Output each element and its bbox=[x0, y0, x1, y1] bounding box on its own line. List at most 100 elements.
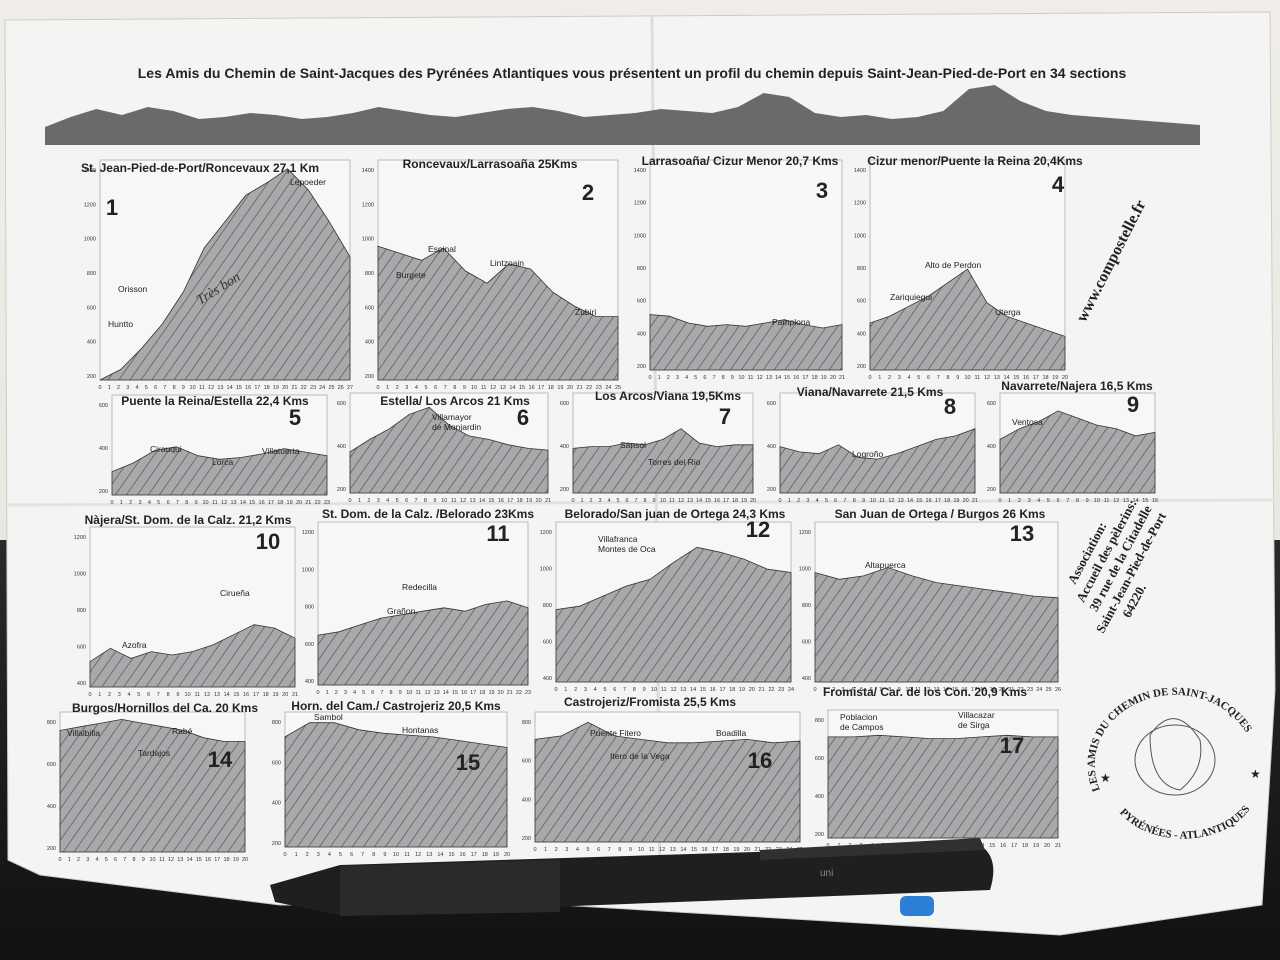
x-tick-label: 8 bbox=[185, 500, 188, 506]
x-tick-label: 0 bbox=[110, 500, 113, 506]
x-tick-label: 7 bbox=[414, 498, 417, 504]
y-tick-label: 600 bbox=[857, 299, 866, 305]
x-tick-label: 20 bbox=[750, 498, 756, 504]
x-tick-label: 11 bbox=[199, 385, 205, 391]
x-tick-label: 3 bbox=[676, 375, 679, 381]
x-tick-label: 11 bbox=[451, 498, 457, 504]
x-tick-label: 7 bbox=[157, 692, 160, 698]
x-tick-label: 12 bbox=[757, 375, 763, 381]
x-tick-label: 12 bbox=[1113, 498, 1119, 504]
x-tick-label: 10 bbox=[638, 847, 644, 853]
x-tick-label: 14 bbox=[224, 692, 230, 698]
y-tick-label: 1000 bbox=[634, 233, 646, 239]
x-tick-label: 16 bbox=[1152, 498, 1158, 504]
y-tick-label: 600 bbox=[543, 640, 552, 646]
x-tick-label: 13 bbox=[766, 375, 772, 381]
x-tick-label: 11 bbox=[915, 687, 921, 693]
section-title: Cizur menor/Puente la Reina 20,4Kms bbox=[867, 154, 1083, 168]
x-tick-label: 9 bbox=[956, 375, 959, 381]
section-number: 10 bbox=[256, 529, 280, 554]
elevation-profile bbox=[999, 410, 1156, 494]
x-tick-label: 10 bbox=[870, 498, 876, 504]
x-tick-label: 3 bbox=[126, 385, 129, 391]
x-tick-label: 16 bbox=[793, 375, 799, 381]
x-tick-label: 5 bbox=[339, 852, 342, 858]
x-tick-label: 19 bbox=[953, 498, 959, 504]
x-tick-label: 13 bbox=[217, 385, 223, 391]
x-tick-label: 17 bbox=[214, 857, 220, 863]
section-number: 3 bbox=[816, 178, 828, 203]
x-tick-label: 2 bbox=[396, 385, 399, 391]
y-tick-label: 600 bbox=[47, 762, 56, 768]
place-label: Cirauqui bbox=[150, 444, 182, 454]
y-tick-label: 400 bbox=[305, 679, 314, 685]
x-tick-label: 3 bbox=[598, 498, 601, 504]
x-tick-label: 16 bbox=[702, 847, 708, 853]
x-tick-label: 15 bbox=[952, 687, 958, 693]
x-tick-label: 16 bbox=[1000, 843, 1006, 849]
y-tick-label: 1200 bbox=[74, 535, 86, 541]
x-tick-label: 9 bbox=[629, 847, 632, 853]
x-tick-label: 14 bbox=[1133, 498, 1139, 504]
section-number: 2 bbox=[582, 180, 594, 205]
x-tick-label: 16 bbox=[205, 857, 211, 863]
y-tick-label: 1000 bbox=[854, 233, 866, 239]
x-tick-label: 18 bbox=[277, 500, 283, 506]
y-tick-label: 400 bbox=[272, 801, 281, 807]
x-tick-label: 1 bbox=[823, 687, 826, 693]
x-tick-label: 16 bbox=[961, 687, 967, 693]
place-label: Villamayor de Monjardin bbox=[432, 412, 481, 432]
x-tick-label: 0 bbox=[283, 852, 286, 858]
x-tick-label: 9 bbox=[399, 690, 402, 696]
y-tick-label: 800 bbox=[365, 271, 374, 277]
x-tick-label: 20 bbox=[282, 385, 288, 391]
x-tick-label: 20 bbox=[744, 847, 750, 853]
y-tick-label: 1200 bbox=[634, 201, 646, 207]
x-tick-label: 18 bbox=[263, 692, 269, 698]
x-tick-label: 11 bbox=[669, 498, 675, 504]
x-tick-label: 18 bbox=[1042, 375, 1048, 381]
x-tick-label: 2 bbox=[589, 498, 592, 504]
x-tick-label: 12 bbox=[460, 498, 466, 504]
x-tick-label: 17 bbox=[268, 500, 274, 506]
place-label: Villatuerta bbox=[262, 446, 300, 456]
place-label: Grañon bbox=[387, 606, 416, 616]
x-tick-label: 10 bbox=[660, 498, 666, 504]
x-tick-label: 11 bbox=[1104, 498, 1110, 504]
section-panel-17: 8006004002000123456789101112131415161718… bbox=[815, 685, 1061, 849]
x-tick-label: 3 bbox=[86, 857, 89, 863]
x-tick-label: 15 bbox=[233, 692, 239, 698]
y-tick-label: 800 bbox=[87, 271, 96, 277]
x-tick-label: 3 bbox=[565, 847, 568, 853]
x-tick-label: 20 bbox=[498, 690, 504, 696]
x-tick-label: 9 bbox=[1086, 498, 1089, 504]
x-tick-label: 13 bbox=[470, 498, 476, 504]
star-icon: ★ bbox=[1250, 767, 1261, 781]
section-number: 13 bbox=[1010, 521, 1034, 546]
x-tick-label: 19 bbox=[233, 857, 239, 863]
y-tick-label: 1000 bbox=[799, 567, 811, 573]
x-tick-label: 10 bbox=[905, 687, 911, 693]
x-tick-label: 5 bbox=[616, 498, 619, 504]
x-tick-label: 21 bbox=[839, 375, 845, 381]
place-label: Ventosa bbox=[1012, 417, 1043, 427]
x-tick-label: 14 bbox=[479, 498, 485, 504]
x-tick-label: 7 bbox=[176, 500, 179, 506]
x-tick-label: 1 bbox=[564, 687, 567, 693]
elevation-profile bbox=[111, 446, 328, 496]
x-tick-label: 21 bbox=[577, 385, 583, 391]
place-label: Pamplona bbox=[772, 317, 811, 327]
elevation-profile bbox=[814, 567, 1059, 683]
section-number: 12 bbox=[746, 517, 770, 542]
x-tick-label: 11 bbox=[416, 690, 422, 696]
x-tick-label: 22 bbox=[586, 385, 592, 391]
section-title: Fromista/ Car. de los Con. 20,9 Kms bbox=[823, 685, 1027, 699]
y-tick-label: 600 bbox=[87, 305, 96, 311]
x-tick-label: 3 bbox=[841, 687, 844, 693]
x-tick-label: 16 bbox=[461, 690, 467, 696]
x-tick-label: 16 bbox=[1023, 375, 1029, 381]
y-tick-label: 800 bbox=[77, 608, 86, 614]
